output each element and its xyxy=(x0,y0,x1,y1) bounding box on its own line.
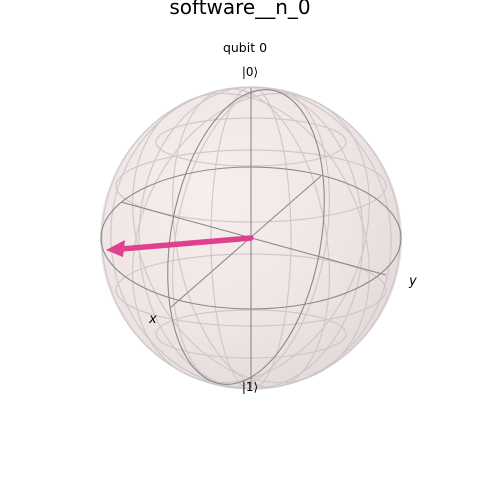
axis-line-y xyxy=(169,175,322,309)
ket-one-label: |1⟩ xyxy=(241,380,259,394)
y-axis-label: y xyxy=(409,274,417,289)
qubit-title: qubit 0 xyxy=(222,40,268,55)
state-vector-shaft xyxy=(118,235,254,252)
ket-zero-label: |0⟩ xyxy=(241,65,259,79)
figure-title: software__n_0 xyxy=(169,0,311,19)
state-vector xyxy=(106,235,254,257)
state-vector-head xyxy=(106,240,125,257)
meridian xyxy=(167,89,325,385)
x-axis-label: x xyxy=(149,312,157,327)
